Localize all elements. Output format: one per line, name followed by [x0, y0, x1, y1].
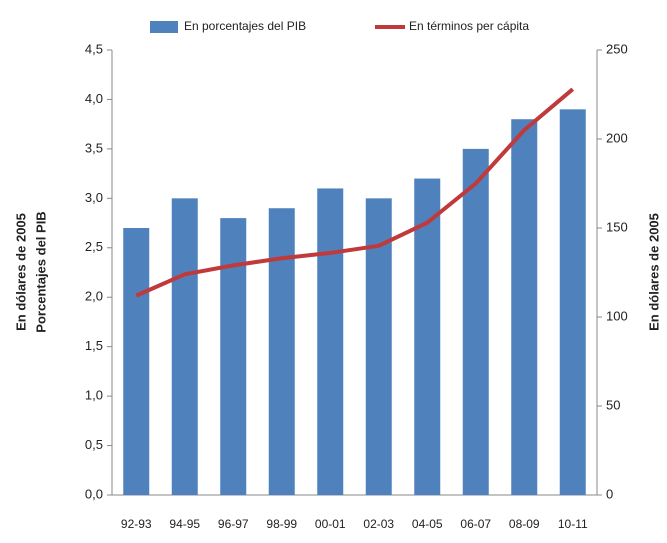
- bar: [559, 109, 586, 495]
- legend-label: En porcentajes del PIB: [184, 19, 306, 33]
- x-tick-label: 04-05: [412, 517, 443, 531]
- y-axis-label: Porcentajes del PIB: [33, 211, 48, 332]
- bar: [462, 148, 489, 495]
- y2-tick-label: 0: [606, 486, 613, 501]
- y-tick-label: 2,5: [85, 239, 103, 254]
- x-tick-label: 96-97: [218, 517, 249, 531]
- bar: [220, 218, 247, 495]
- legend-swatch: [150, 21, 178, 33]
- y-axis-label: En dólares de 2005: [13, 213, 28, 331]
- y2-tick-label: 50: [606, 397, 620, 412]
- x-tick-label: 98-99: [266, 517, 297, 531]
- y-tick-label: 1,5: [85, 338, 103, 353]
- y2-tick-label: 100: [606, 308, 628, 323]
- bar: [123, 228, 150, 495]
- bar: [268, 208, 295, 495]
- y-tick-label: 1,0: [85, 388, 103, 403]
- bar: [317, 188, 344, 495]
- y2-axis-label: En dólares de 2005: [646, 213, 661, 331]
- y2-tick-label: 250: [606, 41, 628, 56]
- bar: [511, 119, 538, 495]
- x-tick-label: 06-07: [460, 517, 491, 531]
- x-tick-label: 94-95: [169, 517, 200, 531]
- bar: [414, 178, 441, 496]
- y2-tick-label: 150: [606, 219, 628, 234]
- y-tick-label: 0,5: [85, 437, 103, 452]
- x-tick-label: 00-01: [315, 517, 346, 531]
- bar: [171, 198, 198, 496]
- y-tick-label: 4,0: [85, 91, 103, 106]
- y-tick-label: 0,0: [85, 486, 103, 501]
- y2-tick-label: 200: [606, 130, 628, 145]
- legend-label: En términos per cápita: [409, 19, 529, 33]
- x-tick-label: 08-09: [509, 517, 540, 531]
- line: [135, 87, 575, 298]
- y-tick-label: 4,5: [85, 41, 103, 56]
- x-tick-label: 10-11: [558, 517, 588, 531]
- x-tick-label: 92-93: [121, 517, 152, 531]
- y-tick-label: 2,0: [85, 289, 103, 304]
- y-tick-label: 3,0: [85, 190, 103, 205]
- y-tick-label: 3,5: [85, 140, 103, 155]
- x-tick-label: 02-03: [363, 517, 394, 531]
